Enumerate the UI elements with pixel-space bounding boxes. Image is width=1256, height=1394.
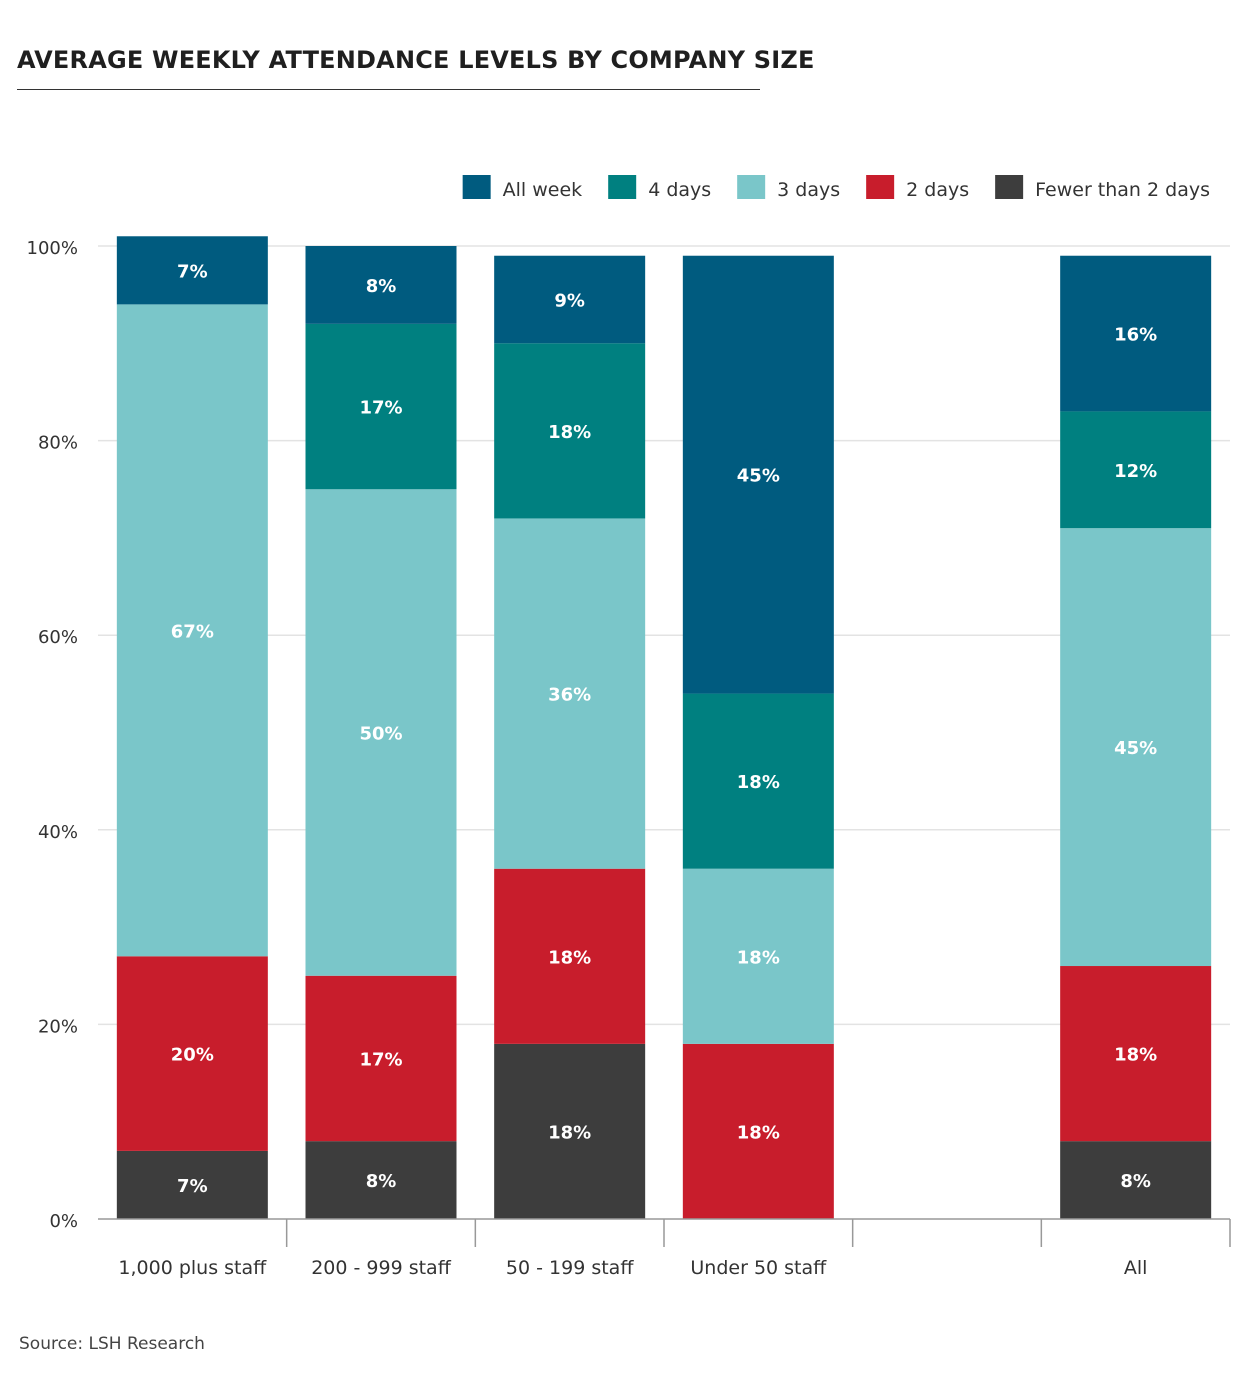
x-tick-label: Under 50 staff — [690, 1257, 827, 1279]
legend-swatch — [608, 175, 637, 199]
data-label: 17% — [359, 1049, 402, 1070]
x-tick-label: 1,000 plus staff — [118, 1257, 267, 1279]
data-label: 18% — [1114, 1045, 1157, 1066]
legend-label: 4 days — [648, 179, 711, 201]
legend-label: Fewer than 2 days — [1035, 179, 1210, 201]
bar-segment-fewer-than-2-days-1-000-plus-staff — [116, 1150, 268, 1219]
data-label: 18% — [737, 1122, 780, 1143]
bar-segment-fewer-than-2-days-50-199-staff — [494, 1043, 646, 1219]
bars: 7% 20% 67% 7% 8% 17% 50% 17% 8% 18% 18% 36% 18% 9% 18%… — [116, 236, 1212, 1219]
data-label: 18% — [548, 422, 591, 443]
legend-swatch — [462, 175, 491, 199]
legend-label: All week — [503, 179, 583, 201]
x-axis — [98, 1218, 1231, 1247]
data-label: 18% — [737, 947, 780, 968]
chart-title: AVERAGE WEEKLY ATTENDANCE LEVELS BY COMP… — [17, 46, 815, 74]
bar-segment-2-days-1-000-plus-staff — [116, 956, 268, 1151]
y-tick-label: 40% — [38, 822, 78, 843]
source-note: Source: LSH Research — [19, 1334, 205, 1354]
legend-label: 3 days — [777, 179, 840, 201]
bar-segment-3-days-200-999-staff — [305, 489, 457, 976]
bar-segment-all-week-all — [1060, 255, 1212, 412]
category-labels: 1,000 plus staff 200 - 999 staff 50 - 199 … — [118, 1257, 1147, 1279]
y-tick-label: 80% — [38, 433, 78, 454]
legend-item-2-days: 2 days — [866, 175, 969, 201]
data-label: 18% — [737, 772, 780, 793]
legend-item-4-days: 4 days — [608, 175, 711, 201]
bar-segment-fewer-than-2-days-all — [1060, 1141, 1212, 1219]
data-label: 18% — [548, 1122, 591, 1143]
data-label: 36% — [548, 685, 591, 706]
bar-segment-4-days-under-50-staff — [682, 693, 834, 869]
x-tick-label: 50 - 199 staff — [506, 1257, 634, 1279]
data-label: 16% — [1114, 325, 1157, 346]
bar-segment-4-days-50-199-staff — [494, 343, 646, 519]
title-underline — [17, 89, 760, 90]
stacked-bar-chart: 7% 20% 67% 7% 8% 17% 50% 17% 8% 18% 18% 36% 18% 9% 18%… — [27, 175, 1231, 1279]
legend-label: 2 days — [906, 179, 969, 201]
y-axis: 0% 20% 40% 60% 80% 100% — [27, 238, 78, 1232]
legend-item-3-days: 3 days — [737, 175, 840, 201]
y-tick-label: 0% — [49, 1211, 78, 1232]
bar-segment-3-days-all — [1060, 528, 1212, 967]
data-label: 20% — [171, 1045, 214, 1066]
bar-segment-2-days-50-199-staff — [494, 868, 646, 1044]
data-label: 17% — [359, 398, 402, 419]
gridlines — [98, 245, 1230, 1026]
data-label: 67% — [171, 621, 214, 642]
bar-segment-2-days-200-999-staff — [305, 975, 457, 1142]
legend: All week 4 days 3 days 2 days Fewer than 2 d… — [462, 175, 1210, 201]
legend-swatch — [866, 175, 895, 199]
data-label: 7% — [177, 1176, 208, 1197]
data-label: 8% — [366, 1171, 397, 1192]
bar-segment-4-days-all — [1060, 411, 1212, 529]
bar-segment-2-days-under-50-staff — [682, 1043, 834, 1219]
y-tick-label: 100% — [27, 238, 78, 259]
bar-segment-all-week-1-000-plus-staff — [116, 236, 268, 305]
x-tick-label: All — [1124, 1257, 1148, 1279]
bar-segment-all-week-200-999-staff — [305, 246, 457, 324]
x-tick-label: 200 - 999 staff — [311, 1257, 451, 1279]
y-tick-label: 20% — [38, 1016, 78, 1037]
legend-swatch — [995, 175, 1024, 199]
bar-segment-3-days-50-199-staff — [494, 518, 646, 869]
bar-segment-4-days-200-999-staff — [305, 323, 457, 490]
data-label: 8% — [366, 276, 397, 297]
y-tick-label: 60% — [38, 627, 78, 648]
data-label: 50% — [359, 724, 402, 745]
data-label: 12% — [1114, 461, 1157, 482]
data-label: 9% — [554, 291, 585, 312]
data-label: 18% — [548, 947, 591, 968]
bar-segment-all-week-50-199-staff — [494, 255, 646, 344]
bar-segment-3-days-1-000-plus-staff — [116, 304, 268, 957]
data-label: 45% — [737, 466, 780, 487]
bar-segment-2-days-all — [1060, 966, 1212, 1142]
bar-segment-fewer-than-2-days-200-999-staff — [305, 1141, 457, 1219]
data-label: 8% — [1120, 1171, 1151, 1192]
data-label: 7% — [177, 261, 208, 282]
legend-item-all-week: All week — [462, 175, 583, 201]
bar-segment-all-week-under-50-staff — [682, 255, 834, 694]
data-label: 45% — [1114, 738, 1157, 759]
bar-segment-3-days-under-50-staff — [682, 868, 834, 1044]
legend-swatch — [737, 175, 766, 199]
legend-item-fewer-than-2-days: Fewer than 2 days — [995, 175, 1210, 201]
